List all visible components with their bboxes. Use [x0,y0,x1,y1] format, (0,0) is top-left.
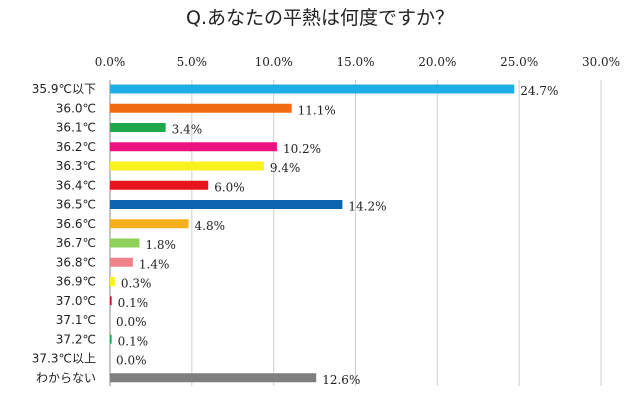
bar [110,84,515,94]
bar [110,180,209,190]
x-axis-ticks: 0.0% 5.0% 10.0% 15.0% 20.0% 25.0% 30.0% [95,55,620,69]
value-label: 12.6% [322,373,360,387]
category-label: 37.0℃ [56,294,96,308]
category-label: 36.6℃ [56,217,96,231]
bar [110,123,166,132]
value-label: 0.3% [121,277,152,291]
value-label: 0.1% [118,296,148,310]
bar [110,142,277,152]
bar [110,277,115,286]
value-label: 0.1% [118,334,148,348]
category-label: 36.8℃ [56,255,96,269]
gridlines [191,80,602,386]
bar [110,238,140,248]
bar [110,334,112,344]
x-tick-label: 15.0% [336,55,374,69]
value-label: 0.0% [116,315,147,329]
value-label: 1.4% [139,257,170,271]
chart-title: Q.あなたの平熱は何度ですか？ [186,7,454,29]
bar [110,257,133,267]
bar [110,200,343,209]
bars [110,84,515,383]
x-tick-label: 5.0% [177,55,208,69]
category-label: 37.2℃ [56,332,96,346]
category-labels: 35.9℃以下 36.0℃ 36.1℃ 36.2℃ 36.3℃ 36.4℃ 36.5℃ 36.… [32,82,96,385]
bar [110,296,112,306]
value-label: 24.7% [520,84,558,98]
value-label: 11.1% [298,103,336,117]
category-label: 35.9℃以下 [32,82,96,96]
bar [110,103,292,113]
value-label: 10.2% [283,142,321,156]
category-label: 36.3℃ [56,159,96,173]
bar [110,373,317,383]
value-label: 6.0% [214,180,245,194]
value-label: 0.0% [116,354,147,368]
value-labels: 24.7% 11.1% 3.4% 10.2% 9.4% 6.0% 14.2% 4.8% 1.8%… [116,84,558,387]
category-label: 37.3℃以上 [32,352,96,366]
value-label: 1.8% [145,238,176,252]
category-label: 36.4℃ [56,178,96,192]
category-label: 37.1℃ [56,313,96,327]
x-tick-label: 20.0% [418,55,456,69]
category-label: 36.7℃ [56,236,96,250]
value-label: 3.4% [172,123,203,137]
x-tick-label: 0.0% [95,55,126,69]
category-label: 36.2℃ [56,140,96,154]
bar [110,219,189,229]
value-label: 14.2% [348,200,386,214]
category-label: 36.1℃ [56,121,96,135]
x-tick-label: 25.0% [500,55,538,69]
category-label: わからない [36,371,96,385]
x-tick-label: 30.0% [582,55,620,69]
category-label: 36.5℃ [56,198,96,212]
bar [110,161,264,171]
x-tick-label: 10.0% [255,55,293,69]
category-label: 36.9℃ [56,275,96,289]
category-label: 36.0℃ [56,101,96,115]
value-label: 4.8% [195,219,226,233]
value-label: 9.4% [270,161,301,175]
